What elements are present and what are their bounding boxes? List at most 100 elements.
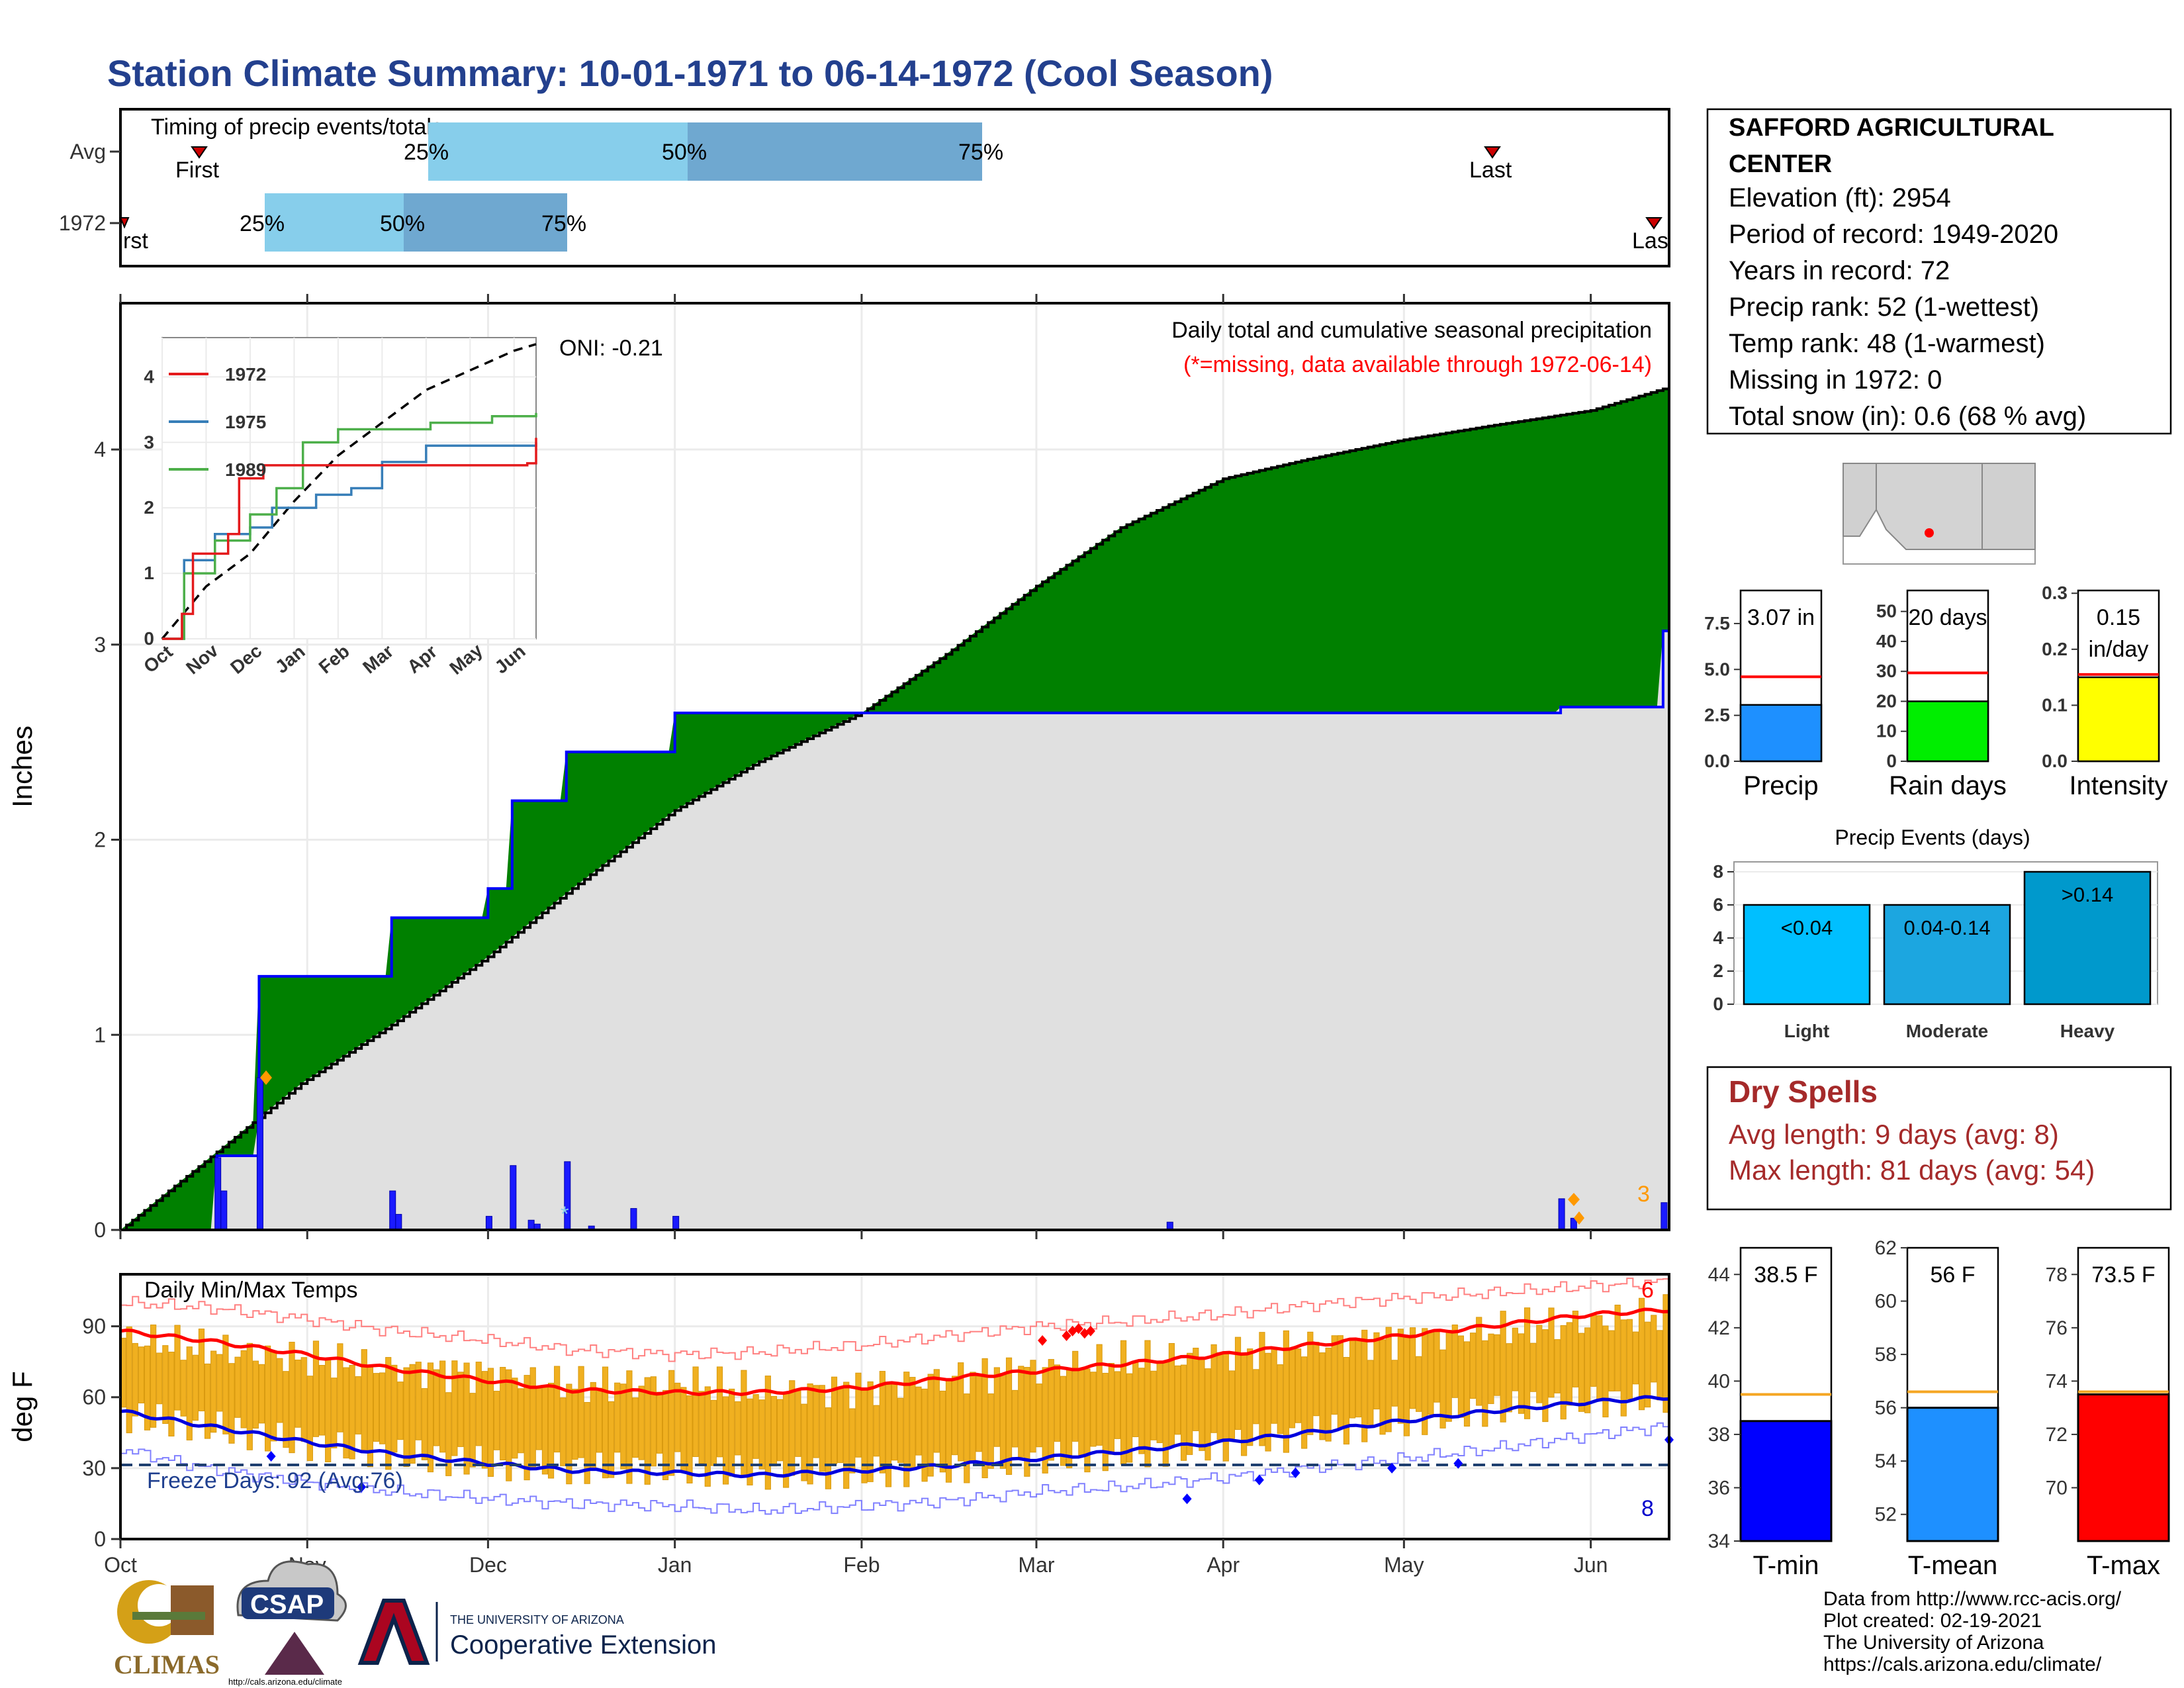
temp-range-bar xyxy=(704,1386,711,1487)
mini-bar-charts: 3.07 in 0.0 2.5 5.0 7.5 Precip 20 days 0 10 20 30 4… xyxy=(1704,583,2167,800)
temp-range-bar xyxy=(614,1382,621,1453)
temp-range-bar xyxy=(608,1401,615,1478)
temp-range-bar xyxy=(1470,1333,1477,1399)
temp-range-bar xyxy=(1530,1342,1537,1392)
temp-range-bar xyxy=(1451,1324,1458,1398)
y1972-pct-25: 25% xyxy=(240,211,285,236)
temp-range-bar xyxy=(1518,1333,1525,1414)
temp-range-bar xyxy=(620,1383,627,1470)
temp-range-bar xyxy=(1150,1370,1157,1440)
temp-range-bar xyxy=(1572,1310,1579,1387)
temp-range-bar xyxy=(487,1368,494,1477)
precip-caption-missing: (*=missing, data available through 1972-… xyxy=(1183,352,1652,377)
temp-range-bar xyxy=(758,1399,765,1470)
events-bar xyxy=(1743,904,1871,1006)
inset-avg-line xyxy=(161,343,537,640)
temp-month-tick: Feb xyxy=(843,1553,880,1577)
temp-range-bar xyxy=(885,1383,892,1487)
temp-range-bar xyxy=(1439,1349,1446,1429)
temp-range-bar xyxy=(837,1388,844,1464)
inset-ytick: 3 xyxy=(144,432,154,452)
temp-range-bar xyxy=(770,1395,778,1467)
daily-precip-bar xyxy=(389,1190,396,1231)
temp-range-bar xyxy=(162,1345,169,1424)
temp-range-bar xyxy=(331,1378,338,1448)
daily-precip-bar xyxy=(395,1213,402,1231)
temp-range-bar xyxy=(819,1385,825,1472)
record-low-marker xyxy=(1254,1474,1264,1485)
temp-range-bar xyxy=(1494,1334,1500,1396)
temp-range-bar xyxy=(698,1391,705,1464)
y1972-last-label: Las xyxy=(1632,228,1668,254)
temp-range-bar xyxy=(1187,1352,1193,1455)
temp-title: Daily Min/Max Temps xyxy=(144,1278,357,1303)
temp-range-bar xyxy=(1397,1329,1404,1424)
temp-range-bar xyxy=(1657,1330,1663,1401)
record-low-marker xyxy=(1387,1462,1397,1474)
avg-pct-75: 75% xyxy=(958,140,1003,165)
temp-range-bar xyxy=(547,1382,555,1479)
station-location-dot xyxy=(1925,528,1934,538)
temp-summary-ytick: 60 xyxy=(1875,1291,1897,1313)
y1972-50-75-bar xyxy=(404,193,567,252)
temp-range-bar xyxy=(1645,1321,1651,1408)
temp-range-bar xyxy=(801,1403,807,1481)
temp-range-bar xyxy=(566,1383,572,1485)
temp-summary-ytick: 56 xyxy=(1875,1397,1897,1419)
temp-range-bar xyxy=(445,1392,452,1476)
temp-month-tick: Jan xyxy=(658,1553,692,1577)
temp-range-bar xyxy=(379,1372,386,1444)
precip-ytick: 0 xyxy=(94,1218,106,1242)
temp-range-bar xyxy=(789,1380,796,1476)
mini-bar-ytick: 0.2 xyxy=(2042,639,2068,659)
avg-pct-50: 50% xyxy=(662,140,707,165)
temp-ytick: 0 xyxy=(94,1527,106,1551)
temp-range-bar xyxy=(132,1342,138,1417)
temp-range-bar xyxy=(867,1381,874,1482)
precip-events-chart: Precip Events (days) 0 2 4 6 8 <0.04 Light 0.04… xyxy=(1713,825,2158,1041)
temp-summary-ytick: 34 xyxy=(1708,1530,1730,1552)
precip-panel: 0 1 2 3 4 Inches ONI: -0.21 Daily total and … xyxy=(7,294,1670,1242)
y1972-first-marker xyxy=(119,217,130,229)
temp-range-bar xyxy=(222,1335,229,1434)
temp-range-bar xyxy=(518,1388,524,1454)
ua-big-text: Cooperative Extension xyxy=(450,1630,716,1660)
temp-range-bar xyxy=(710,1399,717,1466)
daily-precip-bar xyxy=(630,1208,637,1231)
temp-range-bar xyxy=(421,1388,428,1460)
temp-range-bar xyxy=(1228,1370,1236,1439)
mini-bar-ytick: 20 xyxy=(1876,690,1897,711)
mini-bar-ytick: 40 xyxy=(1876,631,1897,651)
temp-range-bar xyxy=(1319,1352,1326,1440)
inset-legend-1972: 1972 xyxy=(225,364,266,385)
locator-map xyxy=(1843,463,2036,565)
temp-range-bar xyxy=(1542,1329,1549,1423)
years-in-record: Years in record: 72 xyxy=(1729,256,1950,285)
temp-range-bar xyxy=(1120,1340,1127,1465)
temp-range-bar xyxy=(1361,1329,1368,1442)
temp-range-bar xyxy=(723,1396,729,1485)
temp-range-bar xyxy=(385,1357,392,1470)
mini-bar-ytick: 50 xyxy=(1876,601,1897,622)
temp-range-bar xyxy=(1271,1346,1277,1424)
temp-range-bar xyxy=(409,1364,416,1464)
mini-bar-ytick: 0.0 xyxy=(1704,751,1730,771)
temp-range-bar xyxy=(1060,1376,1067,1466)
mini-bar-unit: in/day xyxy=(2089,637,2149,662)
temp-range-bar xyxy=(976,1376,982,1452)
temp-range-bar xyxy=(240,1350,247,1429)
temp-range-bar xyxy=(475,1362,482,1446)
temp-range-bar xyxy=(192,1354,199,1421)
inset-ytick: 2 xyxy=(144,497,154,518)
temp-range-bar xyxy=(1457,1335,1465,1418)
temp-summary-bar xyxy=(1739,1420,1833,1542)
temp-range-bar xyxy=(210,1350,217,1433)
temp-range-bar xyxy=(644,1377,651,1485)
temp-range-bar xyxy=(1144,1340,1151,1468)
timing-panel: Timing of precip events/totals Avg 1972 … xyxy=(59,108,1670,267)
avg-pct-25: 25% xyxy=(404,140,449,165)
temp-range-bar xyxy=(391,1364,398,1453)
observed-cumulative-line xyxy=(120,630,1669,1231)
temp-range-bar xyxy=(1180,1364,1187,1461)
temp-range-bar xyxy=(933,1369,940,1453)
